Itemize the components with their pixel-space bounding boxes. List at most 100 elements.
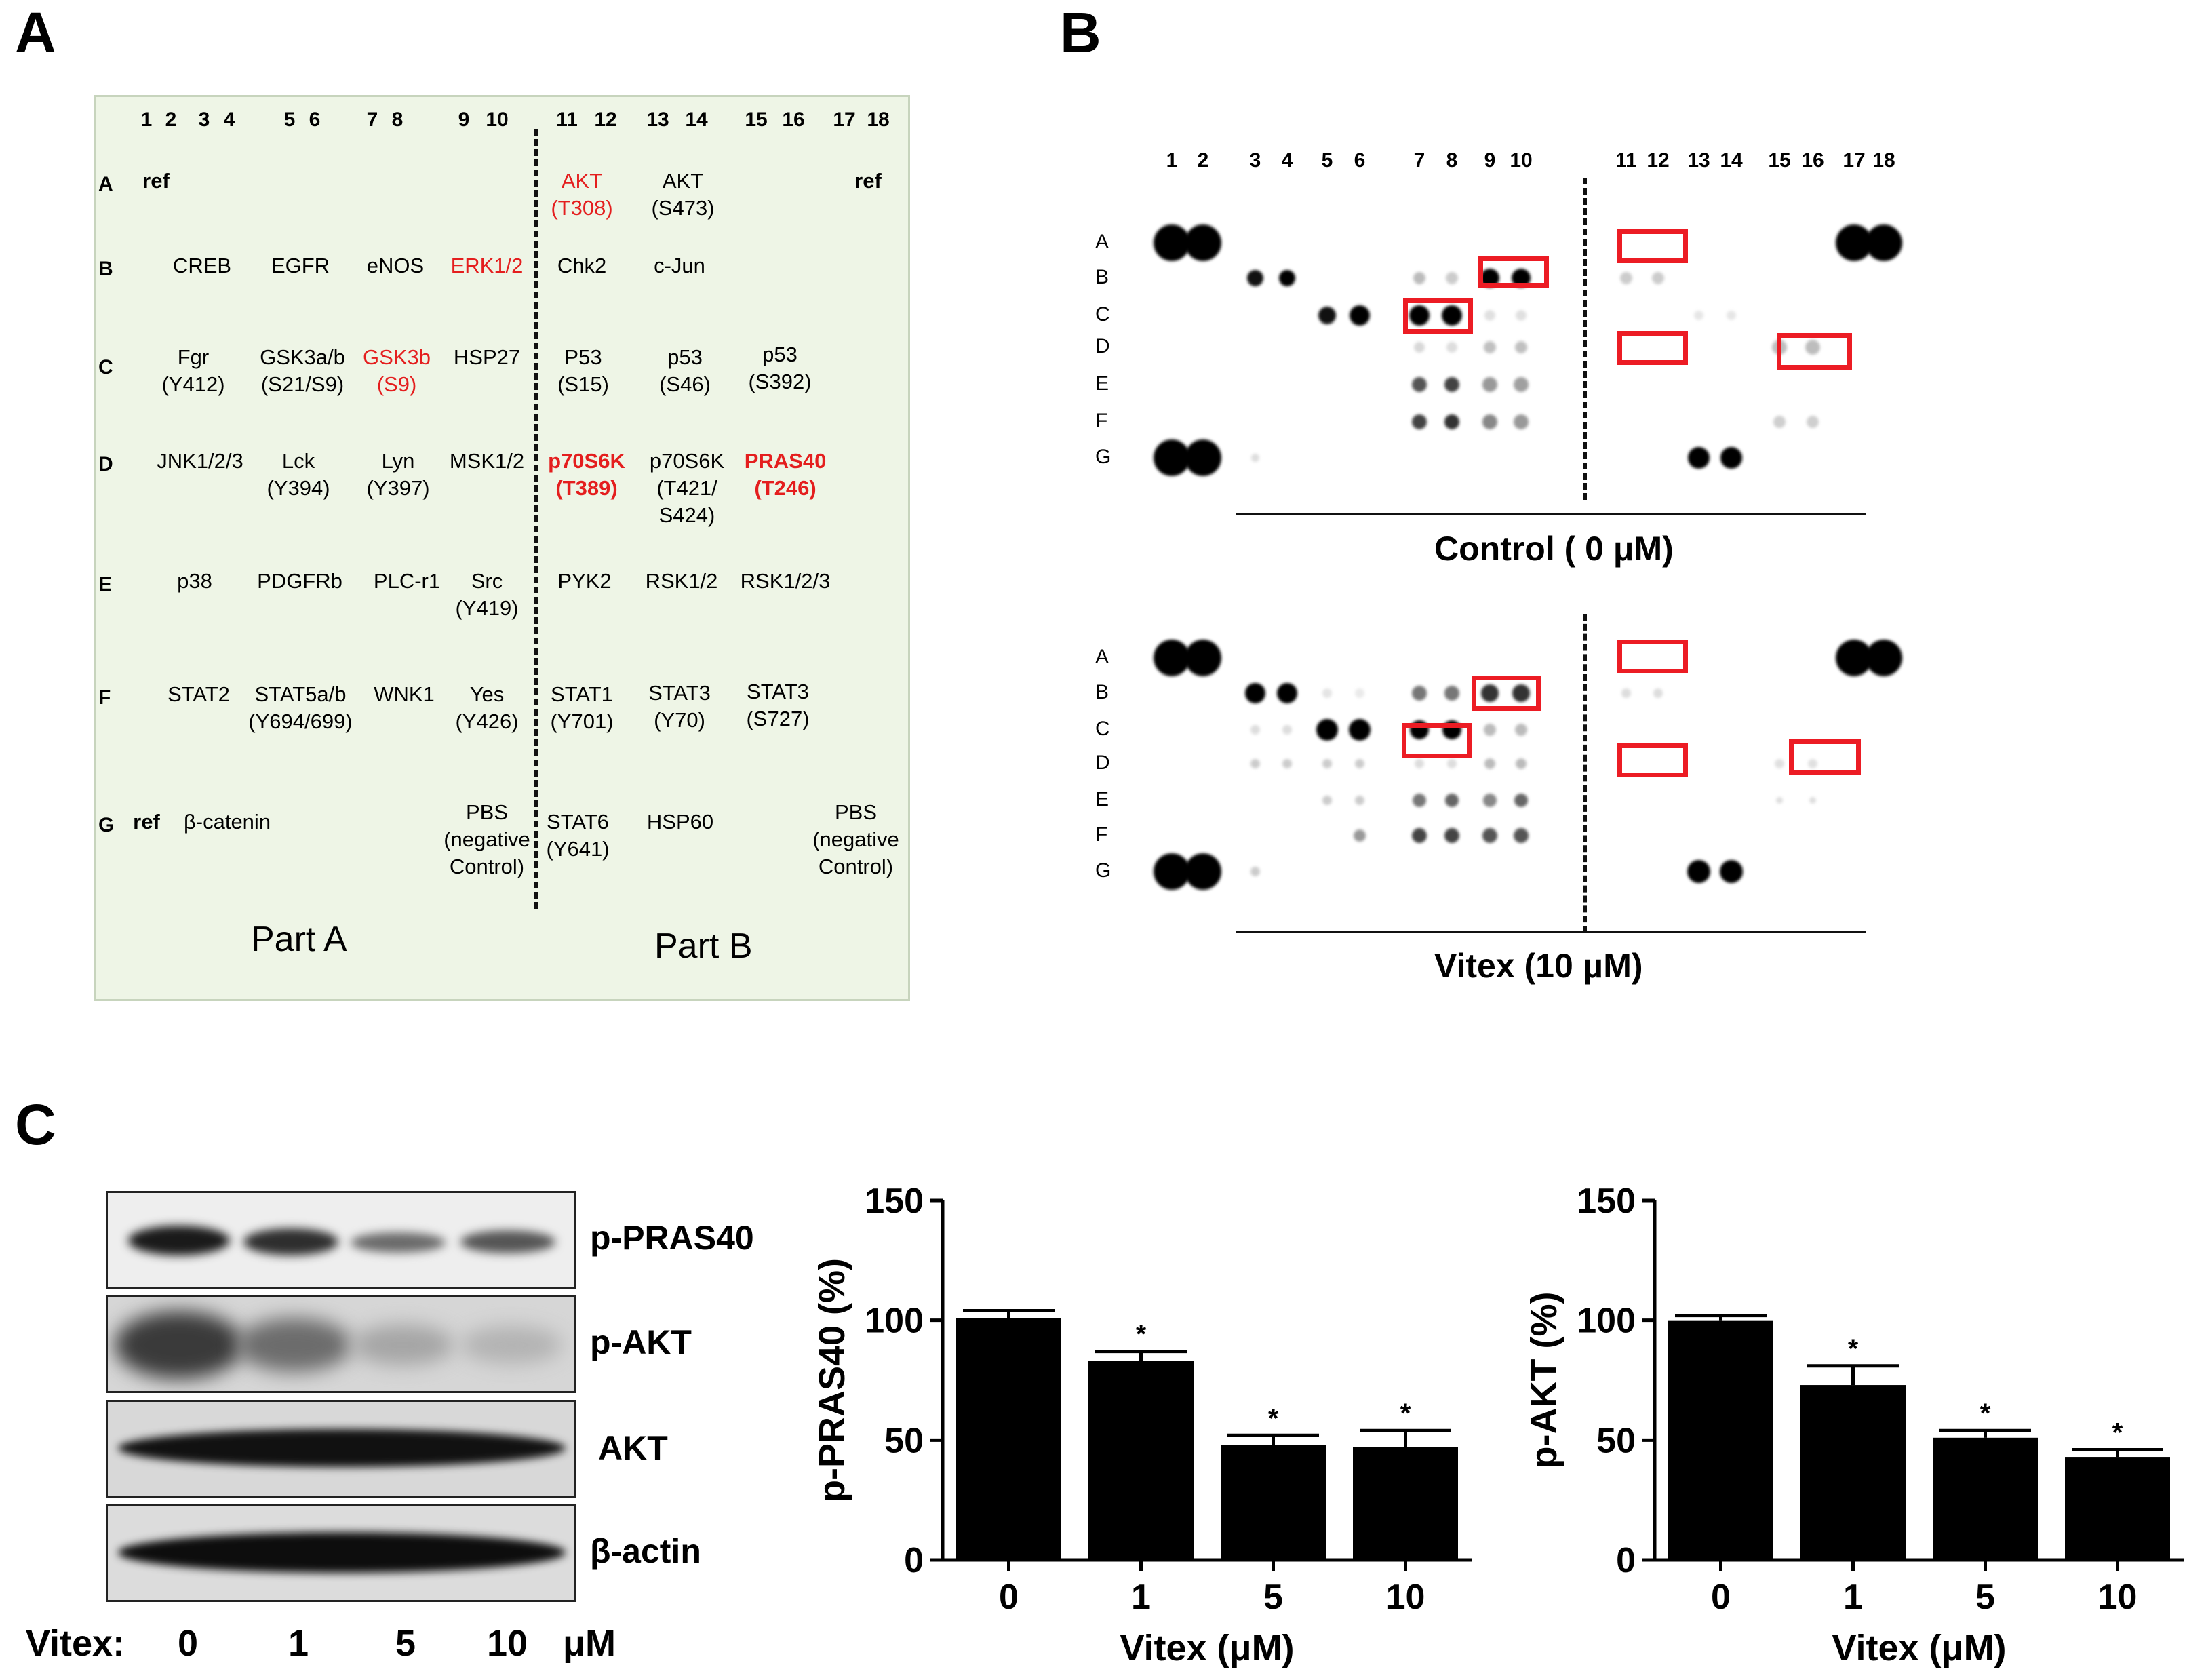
band xyxy=(460,1230,555,1253)
column-number: 11 xyxy=(556,109,578,131)
y-tick-label: 150 xyxy=(865,1181,924,1221)
highlight-box xyxy=(1617,331,1688,365)
significance-mark: * xyxy=(1136,1320,1147,1350)
highlight-box xyxy=(1617,640,1688,673)
vitex-divider xyxy=(1583,614,1587,933)
spot xyxy=(1447,759,1457,768)
protein-label-line: CREB xyxy=(172,254,232,277)
spot xyxy=(1412,686,1427,701)
spot xyxy=(1773,416,1786,428)
protein-label-line: p70S6K xyxy=(649,449,725,473)
protein-label-line: (T421/ xyxy=(656,476,717,500)
protein-label-line: ref xyxy=(142,169,170,193)
protein-label: p38 xyxy=(177,568,212,595)
protein-label: CREB xyxy=(173,252,231,279)
lane-label: 1 xyxy=(288,1623,309,1664)
protein-label-line: AKT xyxy=(561,169,603,193)
spot xyxy=(1444,828,1459,843)
spot xyxy=(1355,688,1364,698)
protein-label-line: (S15) xyxy=(557,372,609,396)
control-row-letter: F xyxy=(1095,410,1108,432)
vitex-underline xyxy=(1236,931,1866,933)
protein-label-line: eNOS xyxy=(366,254,425,277)
protein-label-line: Chk2 xyxy=(557,254,607,277)
protein-label: MSK1/2 xyxy=(450,448,524,475)
x-axis-label: Vitex (μM) xyxy=(1120,1628,1294,1668)
protein-label-line: (Y397) xyxy=(366,476,430,500)
spot xyxy=(1413,272,1425,284)
blot-label-p-pras40: p-PRAS40 xyxy=(590,1219,754,1257)
protein-label-line: (S473) xyxy=(651,196,715,220)
protein-label: STAT1 (Y701) xyxy=(550,681,613,735)
spot xyxy=(1484,310,1495,321)
blot-label-p-akt: p-AKT xyxy=(590,1323,692,1361)
column-number: 4 xyxy=(223,109,235,131)
y-tick-label: 50 xyxy=(1596,1421,1636,1460)
spot xyxy=(1412,377,1427,392)
column-number: 17 xyxy=(1843,149,1866,172)
array-map-panel xyxy=(94,95,910,1001)
spot xyxy=(1621,688,1631,698)
spot xyxy=(1484,724,1496,736)
protein-label: p53 (S46) xyxy=(659,344,711,398)
protein-label-line: (S46) xyxy=(659,372,711,396)
blot-label-beta-actin: β-actin xyxy=(590,1532,701,1570)
control-underline xyxy=(1236,513,1866,515)
column-number: 2 xyxy=(165,109,177,131)
control-row-letter: C xyxy=(1095,303,1110,326)
vitex-label: Vitex (10 μM) xyxy=(1434,947,1643,985)
column-number: 12 xyxy=(1647,149,1670,172)
spot xyxy=(1318,307,1336,324)
protein-label-line: (Y412) xyxy=(161,372,225,396)
spot xyxy=(1446,342,1457,353)
highlight-box xyxy=(1789,739,1861,775)
column-number: 18 xyxy=(1872,149,1895,172)
highlight-box xyxy=(1777,333,1852,370)
protein-label: WNK1 xyxy=(374,681,435,708)
protein-label: Yes (Y426) xyxy=(455,681,518,735)
protein-label: PBS (negative Control) xyxy=(812,799,899,880)
vitex-row-letter: E xyxy=(1095,788,1109,810)
vitex-row-letter: C xyxy=(1095,718,1110,740)
protein-label-line: p53 xyxy=(762,343,797,366)
protein-label: eNOS xyxy=(367,252,424,279)
protein-label: Lck (Y394) xyxy=(267,448,330,502)
band xyxy=(460,1326,562,1364)
spot xyxy=(1414,342,1425,353)
y-tick-label: 100 xyxy=(865,1302,924,1341)
control-row-letter: E xyxy=(1095,372,1109,395)
protein-label-line: EGFR xyxy=(271,254,330,277)
protein-label-line: p53 xyxy=(667,345,703,369)
blot-akt xyxy=(106,1400,576,1498)
protein-label-line: WNK1 xyxy=(374,682,435,706)
column-number: 1 xyxy=(1166,149,1178,172)
protein-label: Fgr (Y412) xyxy=(161,344,224,398)
protein-label-line: STAT6 xyxy=(547,810,609,834)
spot xyxy=(1512,684,1530,702)
spot xyxy=(1354,829,1366,842)
significance-mark: * xyxy=(1268,1403,1279,1433)
spot xyxy=(1687,860,1710,883)
column-number: 8 xyxy=(1446,149,1458,172)
column-number: 18 xyxy=(867,109,890,131)
lane-axis-label: Vitex: xyxy=(26,1623,125,1664)
column-number: 16 xyxy=(782,109,805,131)
lane-label: 5 xyxy=(395,1623,416,1664)
protein-label-line: STAT1 xyxy=(551,682,613,706)
spot xyxy=(1652,272,1664,284)
spot xyxy=(1515,724,1527,736)
protein-label-line: RSK1/2/3 xyxy=(740,569,831,593)
part-divider xyxy=(534,129,538,909)
protein-label: ref xyxy=(142,168,170,195)
x-axis-label: Vitex (μM) xyxy=(1832,1628,2006,1668)
column-number: 5 xyxy=(1321,149,1333,172)
spot xyxy=(1322,759,1332,768)
bar xyxy=(1800,1385,1906,1560)
spot xyxy=(1727,311,1736,320)
spot xyxy=(1720,447,1742,469)
protein-label-line: RSK1/2 xyxy=(645,569,718,593)
spot xyxy=(1413,794,1426,807)
highlight-box xyxy=(1403,298,1473,334)
spot xyxy=(1185,224,1221,261)
column-number: 15 xyxy=(1768,149,1791,172)
